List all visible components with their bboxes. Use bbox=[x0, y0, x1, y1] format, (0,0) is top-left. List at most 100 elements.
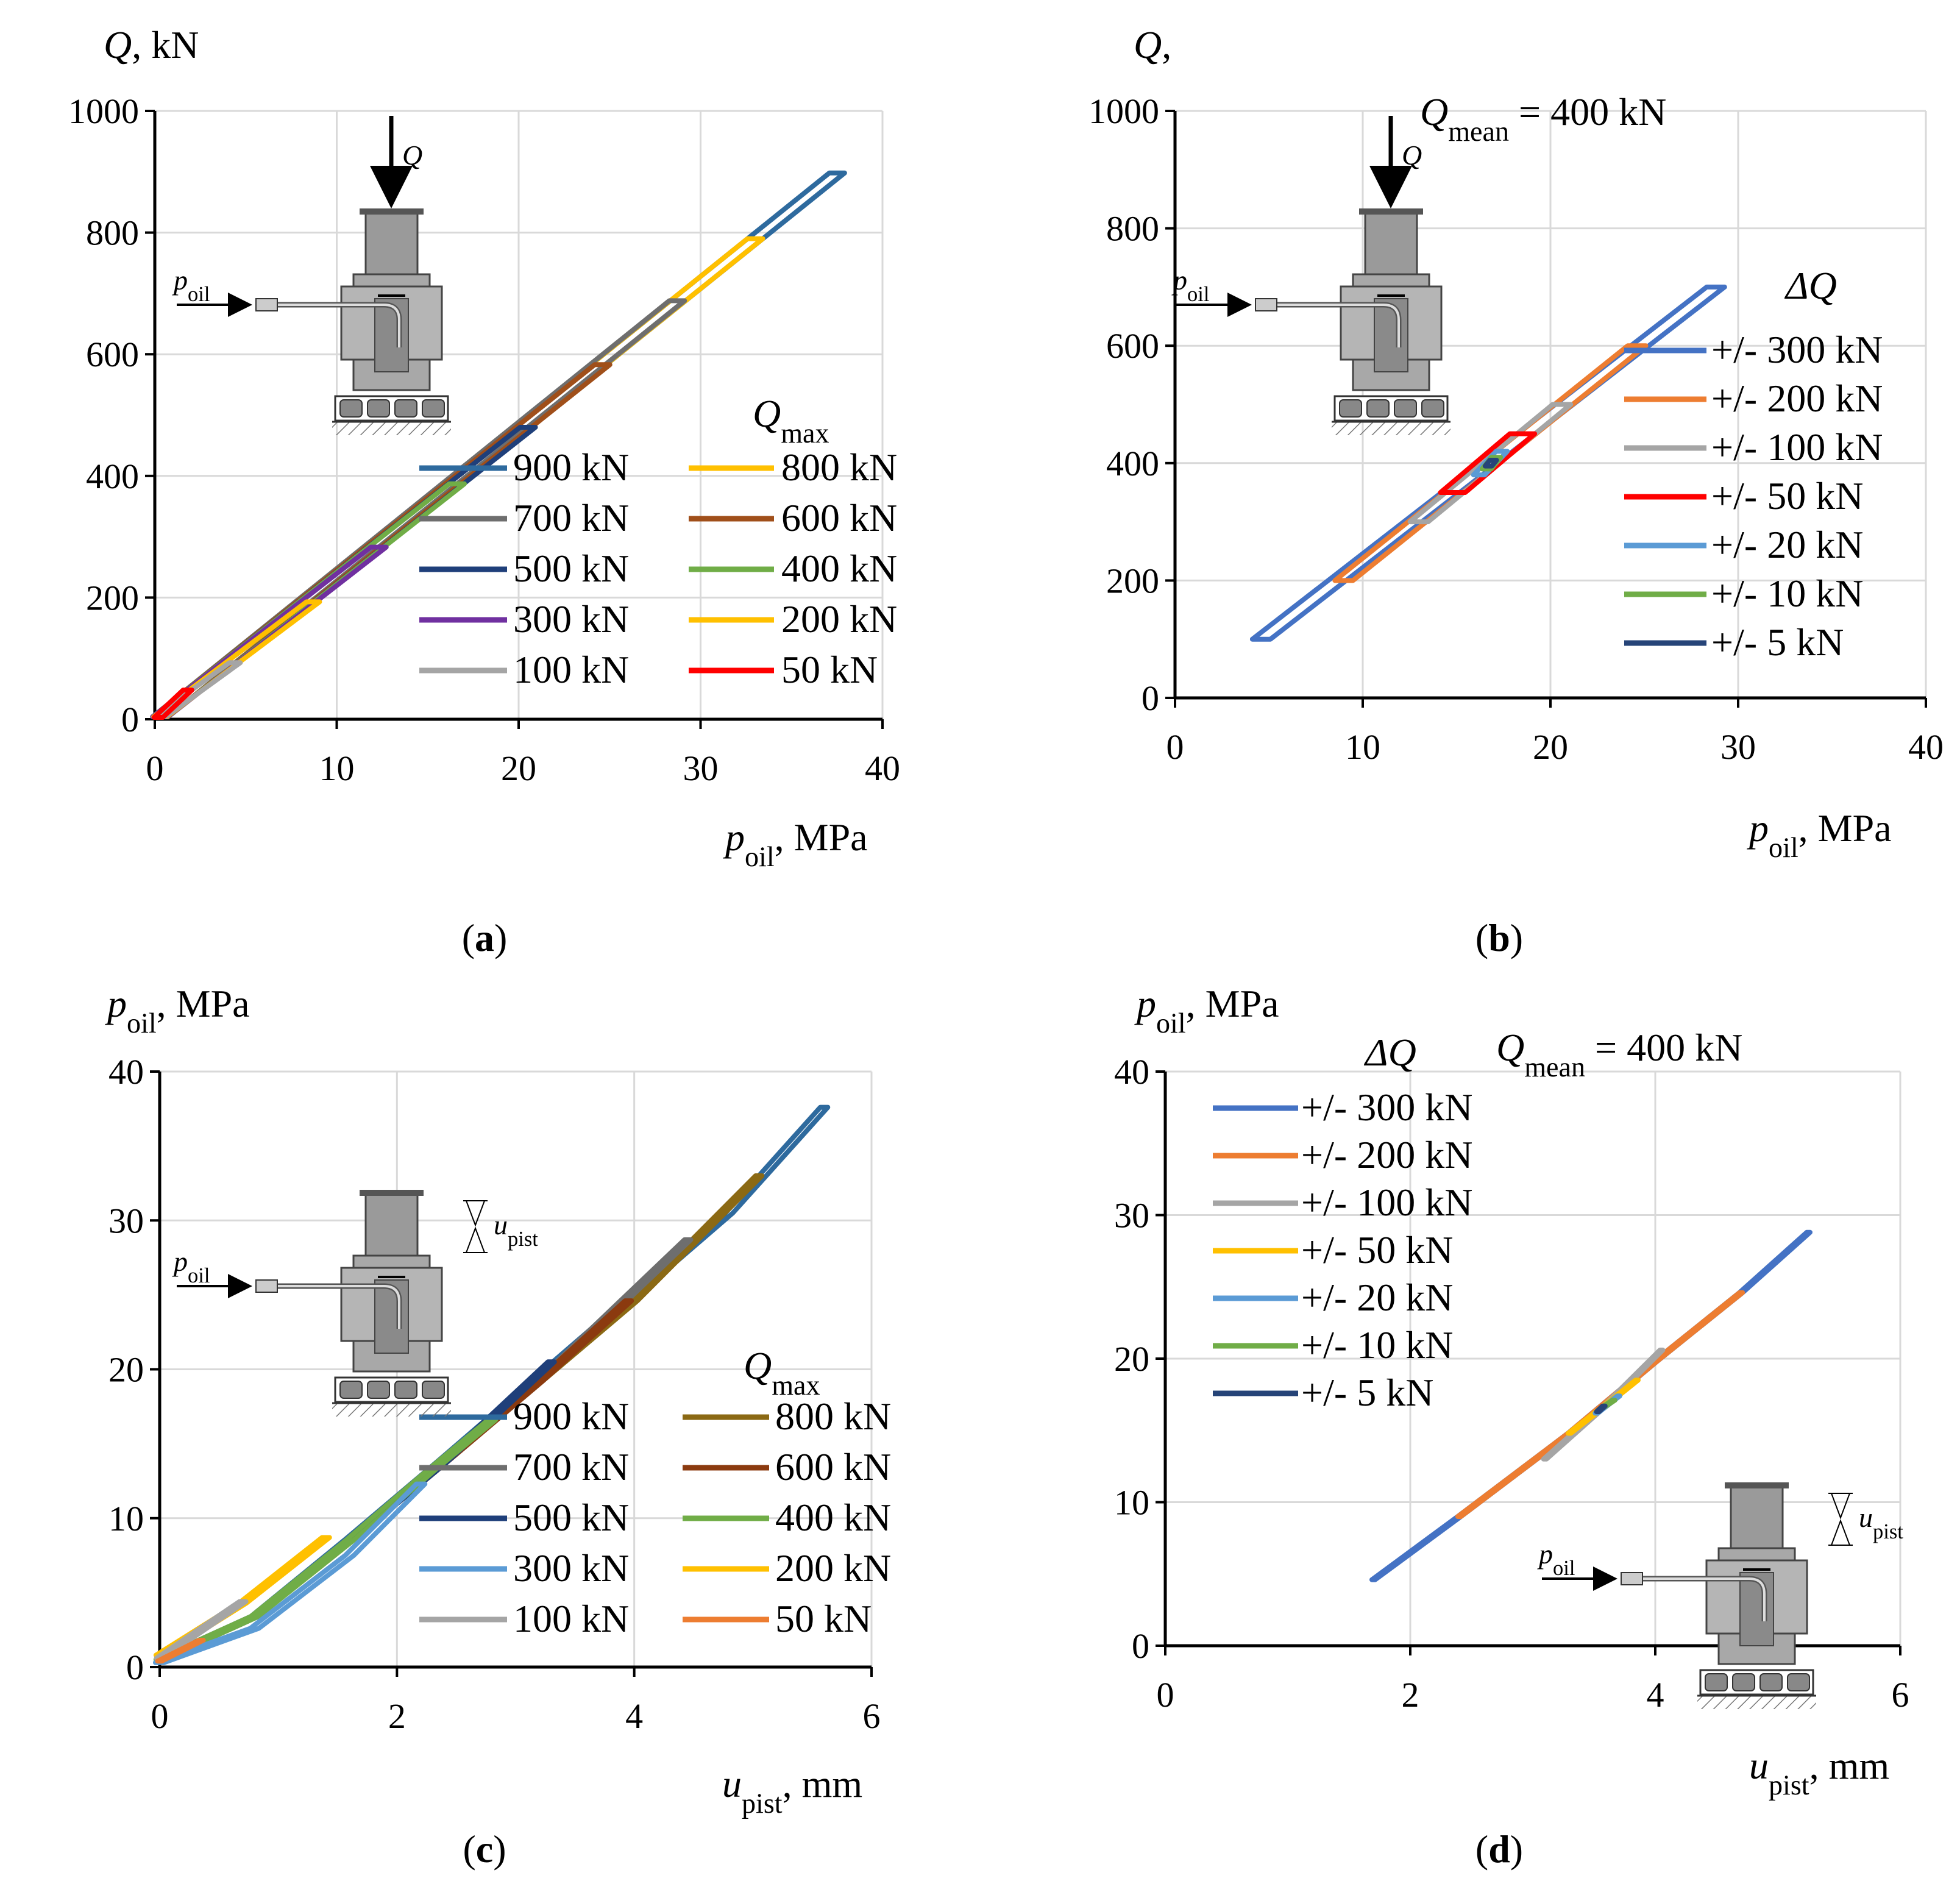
y-axis-label-var: Q bbox=[1134, 23, 1162, 66]
x-axis-label-sub: oil bbox=[1769, 832, 1798, 863]
y-tick-label: 800 bbox=[1106, 209, 1159, 249]
legend: Qmax 900 kN 800 kN 700 kN 600 kN 500 kN 400 kN… bbox=[419, 1344, 891, 1640]
y-tick-label: 1000 bbox=[1088, 91, 1159, 131]
q-mean-annotation: Qmean = 400 kN bbox=[1420, 90, 1666, 147]
q-mean-annotation-unit: = 400 kN bbox=[1585, 1026, 1742, 1069]
x-tick-label: 20 bbox=[501, 748, 536, 788]
oil-pressure-label: poil bbox=[1537, 1538, 1575, 1580]
series-line-50-kn bbox=[151, 688, 194, 720]
displacement-var: u bbox=[1859, 1502, 1873, 1533]
legend-entry: 700 kN bbox=[513, 496, 629, 539]
legend-entry: 200 kN bbox=[775, 1546, 891, 1590]
q-mean-annotation-sub: mean bbox=[1524, 1051, 1585, 1083]
legend-title: Qmax bbox=[753, 392, 829, 449]
x-tick-label: 4 bbox=[1647, 1675, 1664, 1715]
x-tick-label: 0 bbox=[151, 1696, 169, 1736]
y-axis-label-var: Q bbox=[104, 23, 132, 66]
y-tick-label: 40 bbox=[108, 1052, 144, 1092]
legend-entry: +/- 20 kN bbox=[1301, 1276, 1453, 1319]
series-line--5-kn bbox=[1594, 1403, 1608, 1415]
x-axis-label-var: u bbox=[1749, 1744, 1769, 1787]
legend-entry: +/- 10 kN bbox=[1711, 572, 1863, 615]
y-axis-label: Q, kN bbox=[104, 23, 199, 66]
legend-entry: 900 kN bbox=[513, 1395, 629, 1438]
panel-caption: (a) bbox=[462, 916, 508, 959]
legend-entry: +/- 300 kN bbox=[1301, 1086, 1472, 1129]
q-mean-annotation: Qmean = 400 kN bbox=[1496, 1026, 1742, 1083]
legend-title-var: Q bbox=[744, 1344, 772, 1387]
y-axis-label-unit: , bbox=[1162, 23, 1171, 66]
legend-entry: +/- 20 kN bbox=[1711, 523, 1863, 566]
y-tick-label: 20 bbox=[108, 1350, 144, 1390]
y-tick-label: 600 bbox=[1106, 326, 1159, 366]
y-axis-label-var: p bbox=[1134, 982, 1156, 1025]
legend-entry: +/- 50 kN bbox=[1711, 474, 1863, 517]
y-tick-label: 40 bbox=[1114, 1052, 1149, 1092]
y-tick-label: 400 bbox=[1106, 444, 1159, 483]
legend-entry: +/- 200 kN bbox=[1301, 1133, 1472, 1176]
series-line--50-kn bbox=[1438, 431, 1538, 495]
series-line-50-kn bbox=[155, 1638, 206, 1664]
legend-title-sub: max bbox=[772, 1370, 820, 1401]
x-tick-label: 4 bbox=[625, 1696, 643, 1736]
legend-entry: +/- 100 kN bbox=[1301, 1181, 1472, 1224]
legend-entry: 300 kN bbox=[513, 597, 629, 641]
load-Q-label: Q bbox=[402, 140, 422, 171]
load-Q-label: Q bbox=[1402, 140, 1422, 171]
jack-icon: poil Q bbox=[1171, 116, 1450, 435]
y-axis-label-unit: , MPa bbox=[157, 982, 250, 1025]
q-mean-annotation-var: Q bbox=[1420, 90, 1448, 133]
legend-entry: 300 kN bbox=[513, 1546, 629, 1590]
x-tick-label: 2 bbox=[388, 1696, 406, 1736]
x-axis-label-unit: , mm bbox=[783, 1762, 863, 1805]
panel-caption: (c) bbox=[463, 1827, 506, 1871]
jack-icon: poil Q bbox=[172, 116, 451, 435]
y-axis-label: poil, MPa bbox=[1134, 982, 1279, 1039]
oil-pressure-label: poil bbox=[172, 265, 210, 306]
legend-entry: +/- 5 kN bbox=[1711, 620, 1844, 664]
x-axis-label: poil, MPa bbox=[723, 816, 868, 872]
legend-entry: +/- 50 kN bbox=[1301, 1228, 1453, 1271]
x-axis-label-unit: , MPa bbox=[1798, 806, 1892, 850]
oil-pressure-label: poil bbox=[1171, 265, 1209, 306]
legend-entry: 50 kN bbox=[775, 1597, 872, 1640]
oil-pressure-sub: oil bbox=[188, 283, 210, 306]
y-tick-label: 20 bbox=[1114, 1339, 1149, 1379]
panel-caption-letter: c bbox=[476, 1827, 493, 1871]
y-tick-label: 0 bbox=[121, 700, 139, 739]
legend-entry: +/- 200 kN bbox=[1711, 377, 1883, 420]
q-mean-annotation-unit: = 400 kN bbox=[1509, 90, 1666, 133]
x-tick-label: 30 bbox=[683, 748, 719, 788]
oil-pressure-label: poil bbox=[172, 1246, 210, 1287]
y-tick-label: 1000 bbox=[68, 91, 139, 131]
legend-entry: 200 kN bbox=[781, 597, 897, 641]
x-tick-label: 40 bbox=[1908, 727, 1944, 767]
y-tick-label: 200 bbox=[1106, 561, 1159, 600]
y-tick-label: 0 bbox=[126, 1648, 144, 1687]
y-axis-label-sub: oil bbox=[127, 1008, 157, 1039]
x-tick-label: 0 bbox=[146, 748, 164, 788]
x-tick-label: 20 bbox=[1533, 727, 1568, 767]
y-axis-label-unit: , MPa bbox=[1186, 982, 1279, 1025]
y-tick-label: 400 bbox=[86, 457, 139, 496]
panel-caption-letter: d bbox=[1488, 1827, 1510, 1871]
x-axis-label: upist, mm bbox=[1749, 1744, 1889, 1801]
series-line-300-kn bbox=[153, 1481, 428, 1665]
oil-pressure-var: p bbox=[1171, 265, 1187, 296]
legend-entry: 600 kN bbox=[775, 1445, 891, 1488]
legend-entry: +/- 100 kN bbox=[1711, 425, 1883, 469]
q-mean-annotation-var: Q bbox=[1496, 1026, 1524, 1069]
x-axis-label-sub: pist bbox=[1769, 1769, 1809, 1801]
series-line-100-kn bbox=[152, 660, 243, 719]
x-axis-label-sub: pist bbox=[742, 1788, 783, 1819]
legend-title-var: Q bbox=[753, 392, 781, 435]
legend-title-sub: max bbox=[781, 418, 829, 449]
y-axis-label: poil, MPa bbox=[105, 982, 250, 1039]
legend-entry: 700 kN bbox=[513, 1445, 629, 1488]
x-axis-label-var: u bbox=[722, 1762, 742, 1805]
series-line--100-kn bbox=[1407, 402, 1574, 525]
y-axis-label: Q, bbox=[1134, 23, 1171, 66]
